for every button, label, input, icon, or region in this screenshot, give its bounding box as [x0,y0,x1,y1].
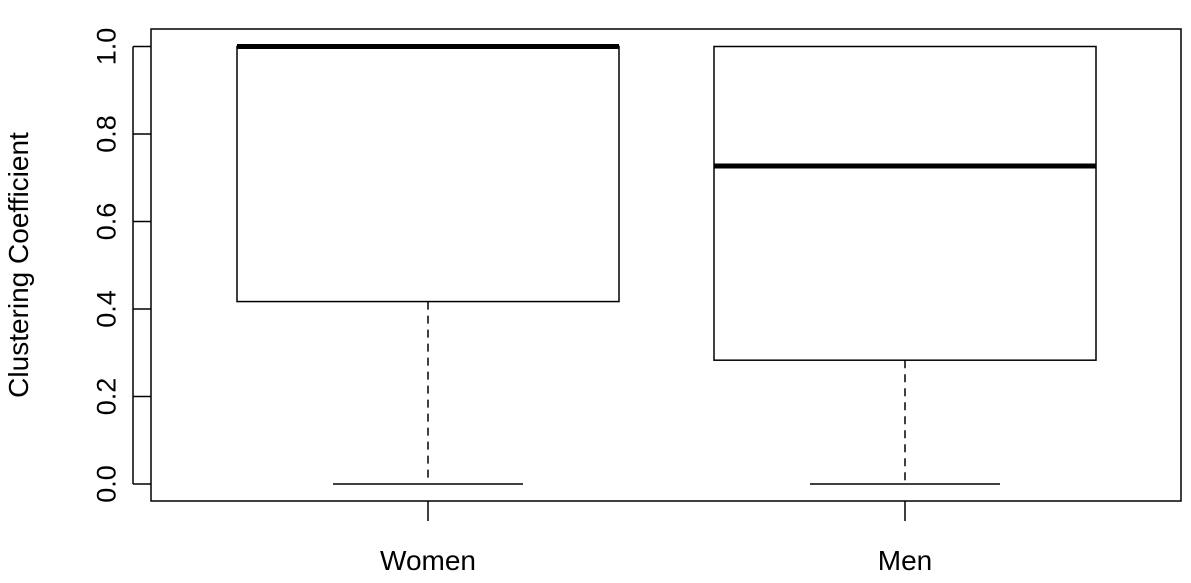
box-men [713,45,1097,485]
box-women [236,44,620,485]
y-tick-label: 0.2 [91,378,121,416]
x-tick-label: Women [380,545,476,576]
box-rect [236,45,620,303]
box-rect [713,45,1097,361]
x-tick-label: Men [878,545,932,576]
y-axis: 0.0 0.2 0.4 0.6 0.8 1.0 [91,28,151,503]
y-tick-label: 0.6 [91,203,121,241]
y-tick-label: 1.0 [91,28,121,66]
x-axis: Women Men [380,501,932,576]
y-tick-label: 0.8 [91,115,121,153]
plot-frame [150,28,1182,502]
y-tick-label: 0.0 [91,465,121,503]
y-axis-label: Clustering Coefficient [3,132,34,398]
y-tick-label: 0.4 [91,290,121,328]
boxes [236,44,1097,485]
